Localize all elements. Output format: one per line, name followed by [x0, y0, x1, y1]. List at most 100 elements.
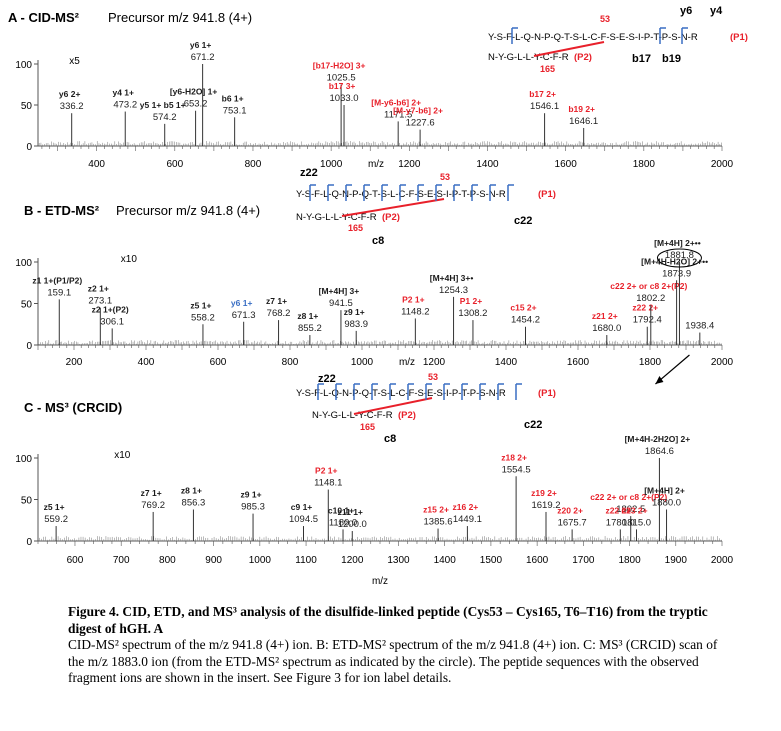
peak-ion-label: y4 1+: [112, 88, 134, 98]
x-tick-label: 1800: [618, 555, 641, 566]
x-tick-label: 800: [245, 159, 262, 170]
peak-ion-label: z5 1+: [190, 300, 211, 310]
caption-bold: Figure 4. CID, ETD, and MS³ analysis of …: [68, 604, 708, 636]
fragment-bracket: [389, 383, 396, 400]
peak-mz-label: 856.3: [182, 497, 206, 508]
panel-a-precursor: Precursor m/z 941.8 (4+): [108, 10, 252, 25]
peak-mz-label: 1308.2: [458, 308, 487, 319]
peak-mz-label: 1449.1: [453, 514, 482, 525]
x-tick-label: 600: [210, 357, 227, 368]
y-tick-label: 50: [21, 300, 33, 311]
peak-mz-label: 1802.2: [636, 293, 665, 304]
peak-mz-label: 983.9: [344, 319, 368, 330]
peak-mz-label: 473.2: [113, 100, 137, 111]
peak-mz-label: 1815.0: [622, 517, 651, 528]
peak-mz-label: 574.2: [153, 112, 177, 123]
peak-mz-label: 1025.5: [327, 73, 356, 84]
peak-ion-label: [M-y6-b6] 2+: [371, 97, 421, 107]
x-tick-label: 1300: [387, 555, 410, 566]
seq-inset-c-disulfide-bond: [353, 397, 433, 415]
panel-a-xlabel: m/z: [368, 159, 384, 170]
peak-mz-label: 1454.2: [511, 315, 540, 326]
peak-ion-label: b19 2+: [568, 104, 595, 114]
peak-ion-label: z21 2+: [592, 311, 618, 321]
x-tick-label: 800: [159, 555, 176, 566]
peak-mz-label: 1881.8: [665, 250, 694, 261]
peak-mz-label: 768.2: [267, 308, 291, 319]
x-tick-label: 1500: [480, 555, 503, 566]
peak-mz-label: 273.1: [88, 296, 112, 307]
x-tick-label: 1600: [567, 357, 590, 368]
fragment-bracket: [399, 184, 406, 201]
peak-mz-label: 306.1: [100, 316, 124, 327]
fragment-bracket: [371, 383, 378, 400]
peak-ion-label: [y6-H2O] 1+: [170, 87, 218, 97]
seq-a-label-y6: y6: [680, 5, 692, 17]
seq-inset-a-disulfide-bond: [533, 41, 605, 57]
peak-ion-label: b6 1+: [222, 93, 244, 103]
seq-a-label-b19: b19: [662, 53, 681, 65]
fragment-bracket: [479, 383, 486, 400]
x-tick-label: 900: [205, 555, 222, 566]
peak-ion-label: [M+4H] 3+: [319, 286, 360, 296]
x-tick-label: 1400: [495, 357, 518, 368]
peak-ion-label: c22 2+ or c8 2+(P2): [590, 492, 667, 502]
x-tick-label: 1400: [434, 555, 457, 566]
fragment-bracket: [309, 184, 316, 201]
y-tick-label: 50: [21, 101, 33, 112]
peak-ion-label: [b17-H2O] 3+: [313, 61, 366, 71]
seq-inset-c-c165: 165: [360, 422, 375, 432]
seq-inset-b-bottom: N-Y-G-L-L-Y-C-F-R: [296, 212, 377, 223]
seq-inset-a-bottom: N-Y-G-L-L-Y-C-F-R: [488, 52, 569, 63]
peak-ion-label: [M+4H-H2O] 2+••: [641, 256, 708, 266]
peak-ion-label: z1 1+(P1/P2): [32, 275, 82, 285]
seq-inset-b-bottom-tag: (P2): [382, 212, 400, 223]
peak-mz-label: 855.2: [298, 323, 322, 334]
fragment-bracket: [461, 383, 468, 400]
peak-ion-label: c10 1+: [328, 505, 354, 515]
x-tick-label: 2000: [711, 159, 734, 170]
peak-ion-label: P2 1+: [402, 294, 424, 304]
peak-ion-label: z20 2+: [557, 505, 583, 515]
seq-inset-c-c53: 53: [428, 372, 438, 382]
peak-mz-label: 1385.6: [424, 517, 453, 528]
x-tick-label: 1200: [341, 555, 364, 566]
x-tick-label: 400: [138, 357, 155, 368]
seq-inset-b-top-tag: (P1): [538, 189, 556, 200]
seq-inset-c-top: Y-S-F-L-Q-N-P-Q-T-S-L-C-F-S-E-S-I-P-T-P-…: [296, 388, 506, 399]
peak-ion-label: z18 2+: [501, 452, 527, 462]
fragment-bracket: [327, 184, 334, 201]
peak-ion-label: c23 2+: [621, 505, 647, 515]
peak-ion-label: z8 1+: [181, 485, 202, 495]
peak-mz-label: 1554.5: [502, 464, 531, 475]
peak-ion-label: z22 2+: [605, 505, 631, 515]
peak-ion-label: z7 1+: [266, 296, 287, 306]
peak-mz-label: 1680.0: [592, 323, 621, 334]
peak-mz-label: 159.1: [47, 287, 71, 298]
seq-inset-a-c53: 53: [600, 14, 610, 24]
peak-mz-label: 336.2: [60, 101, 84, 112]
x-tick-label: 800: [282, 357, 299, 368]
peak-ion-label: y6 1+: [231, 298, 253, 308]
peak-ion-label: P2 1+: [315, 466, 337, 476]
ms-spectra-figure: A - CID-MS² Precursor m/z 941.8 (4+) 0 50 10…: [8, 5, 748, 587]
fragment-bracket: [515, 383, 522, 400]
peak-mz-label: 1254.3: [439, 285, 468, 296]
seq-inset-c-bottom: N-Y-G-L-L-Y-C-F-R: [312, 410, 393, 421]
seq-inset-a-bottom-tag: (P2): [574, 52, 592, 63]
fragment-bracket: [425, 383, 432, 400]
peak-ion-label: c9 1+: [291, 502, 313, 512]
y-tick-label: 100: [15, 258, 32, 269]
fragment-bracket: [317, 383, 324, 400]
x-tick-label: 1600: [526, 555, 549, 566]
caption-body: CID-MS² spectrum of the m/z 941.8 (4+) i…: [68, 637, 718, 686]
seq-inset-a-top-tag: (P1): [730, 32, 748, 43]
seq-inset-c-top-tag: (P1): [538, 388, 556, 399]
peak-ion-label: c22 2+ or c8 2+(P2): [610, 281, 687, 291]
seq-a-label-b17: b17: [632, 53, 651, 65]
peak-ion-label: z7 1+: [141, 488, 162, 498]
peak-mz-label: 1864.6: [645, 446, 674, 457]
fragment-bracket: [453, 184, 460, 201]
seq-c-label-z22: z22: [318, 373, 336, 385]
peak-ion-label: [M+4H] 2+••: [654, 238, 701, 248]
